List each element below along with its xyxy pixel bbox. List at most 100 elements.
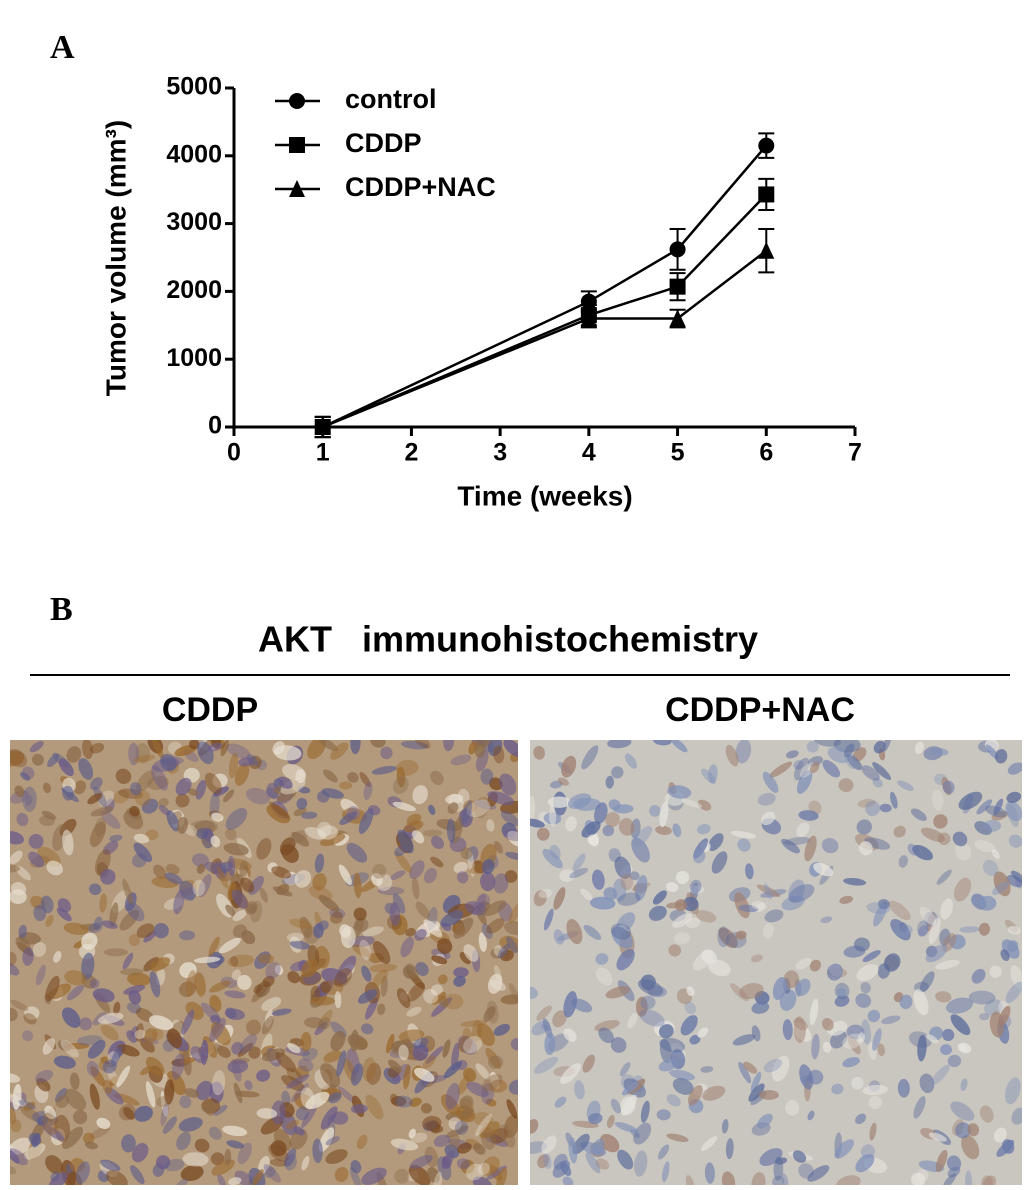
cell bbox=[865, 800, 880, 817]
cell bbox=[992, 881, 1009, 896]
cell bbox=[735, 930, 747, 940]
marker bbox=[758, 137, 775, 154]
cell bbox=[97, 1169, 110, 1183]
cell bbox=[350, 1029, 359, 1052]
cell bbox=[940, 1044, 953, 1056]
cell bbox=[160, 1102, 169, 1127]
cell bbox=[101, 920, 118, 929]
cell bbox=[227, 954, 254, 968]
cell bbox=[10, 1149, 20, 1164]
cell bbox=[422, 1055, 436, 1069]
cell bbox=[607, 740, 632, 749]
cell bbox=[567, 793, 592, 809]
cell bbox=[530, 986, 538, 999]
cell bbox=[772, 1055, 790, 1082]
cell bbox=[857, 1032, 865, 1043]
cell bbox=[256, 1069, 271, 1082]
cell bbox=[128, 742, 140, 766]
cell bbox=[587, 834, 600, 846]
cell bbox=[431, 955, 448, 965]
cell bbox=[448, 1134, 460, 1148]
cell bbox=[599, 1133, 620, 1153]
cell bbox=[935, 1149, 948, 1172]
cell bbox=[659, 801, 669, 828]
cell bbox=[18, 1099, 36, 1110]
cell bbox=[232, 909, 247, 922]
cell bbox=[458, 1036, 472, 1053]
cell bbox=[666, 1133, 689, 1142]
cell bbox=[225, 807, 248, 830]
cell bbox=[682, 896, 699, 912]
cell bbox=[397, 829, 414, 854]
cell bbox=[820, 916, 833, 924]
cell bbox=[127, 972, 151, 987]
cell bbox=[100, 1159, 121, 1172]
cell bbox=[855, 1113, 867, 1125]
cell bbox=[659, 1037, 686, 1053]
cell bbox=[991, 849, 1000, 860]
cell bbox=[946, 997, 974, 1014]
cell bbox=[113, 1001, 121, 1015]
cell bbox=[592, 1138, 605, 1156]
cell bbox=[477, 893, 490, 907]
cell bbox=[782, 1019, 793, 1041]
cell bbox=[217, 866, 229, 889]
cell bbox=[78, 758, 94, 780]
cell bbox=[131, 1143, 149, 1163]
cell bbox=[353, 872, 362, 899]
y-tick-label: 4000 bbox=[166, 140, 222, 168]
cell bbox=[621, 1081, 639, 1096]
cell bbox=[920, 827, 945, 842]
cell bbox=[209, 792, 220, 820]
cell bbox=[272, 886, 293, 897]
cell bbox=[649, 804, 661, 817]
cell bbox=[456, 1158, 470, 1170]
cell bbox=[126, 1002, 142, 1014]
cell bbox=[261, 997, 282, 1011]
cell bbox=[271, 1100, 286, 1125]
cell bbox=[684, 1001, 697, 1015]
cell bbox=[66, 984, 84, 1001]
cell bbox=[559, 869, 575, 882]
cell bbox=[266, 804, 291, 824]
cell bbox=[617, 892, 641, 906]
x-tick-label: 3 bbox=[493, 439, 507, 467]
cell bbox=[10, 850, 23, 865]
cell bbox=[304, 1017, 324, 1029]
cell bbox=[763, 923, 774, 939]
cell bbox=[620, 873, 634, 891]
cell bbox=[210, 1152, 225, 1166]
cell bbox=[153, 922, 169, 939]
cell bbox=[656, 1109, 671, 1121]
cell bbox=[950, 1101, 975, 1121]
cell bbox=[84, 1141, 98, 1150]
cell bbox=[978, 1013, 990, 1021]
cell bbox=[457, 1142, 472, 1154]
cell bbox=[301, 811, 318, 820]
cell bbox=[925, 944, 948, 963]
cell bbox=[362, 1057, 376, 1082]
cell bbox=[897, 1078, 910, 1098]
cell bbox=[398, 1044, 409, 1061]
cell bbox=[494, 840, 503, 854]
cell bbox=[90, 742, 105, 754]
cell bbox=[487, 791, 515, 806]
cell bbox=[115, 768, 132, 784]
cell bbox=[967, 1123, 980, 1137]
cell bbox=[872, 777, 883, 788]
cell bbox=[350, 1063, 364, 1086]
cell bbox=[493, 745, 505, 764]
cell bbox=[473, 1112, 493, 1127]
cell bbox=[460, 1159, 475, 1174]
cell bbox=[79, 1017, 93, 1031]
cell bbox=[184, 1088, 200, 1098]
cell bbox=[674, 931, 691, 945]
cell bbox=[10, 1073, 21, 1083]
cell bbox=[190, 1046, 206, 1063]
cell bbox=[149, 957, 171, 972]
cell bbox=[287, 1043, 301, 1054]
marker bbox=[669, 241, 686, 258]
cell bbox=[331, 1111, 349, 1125]
legend-marker bbox=[289, 180, 305, 197]
cell bbox=[338, 864, 352, 886]
